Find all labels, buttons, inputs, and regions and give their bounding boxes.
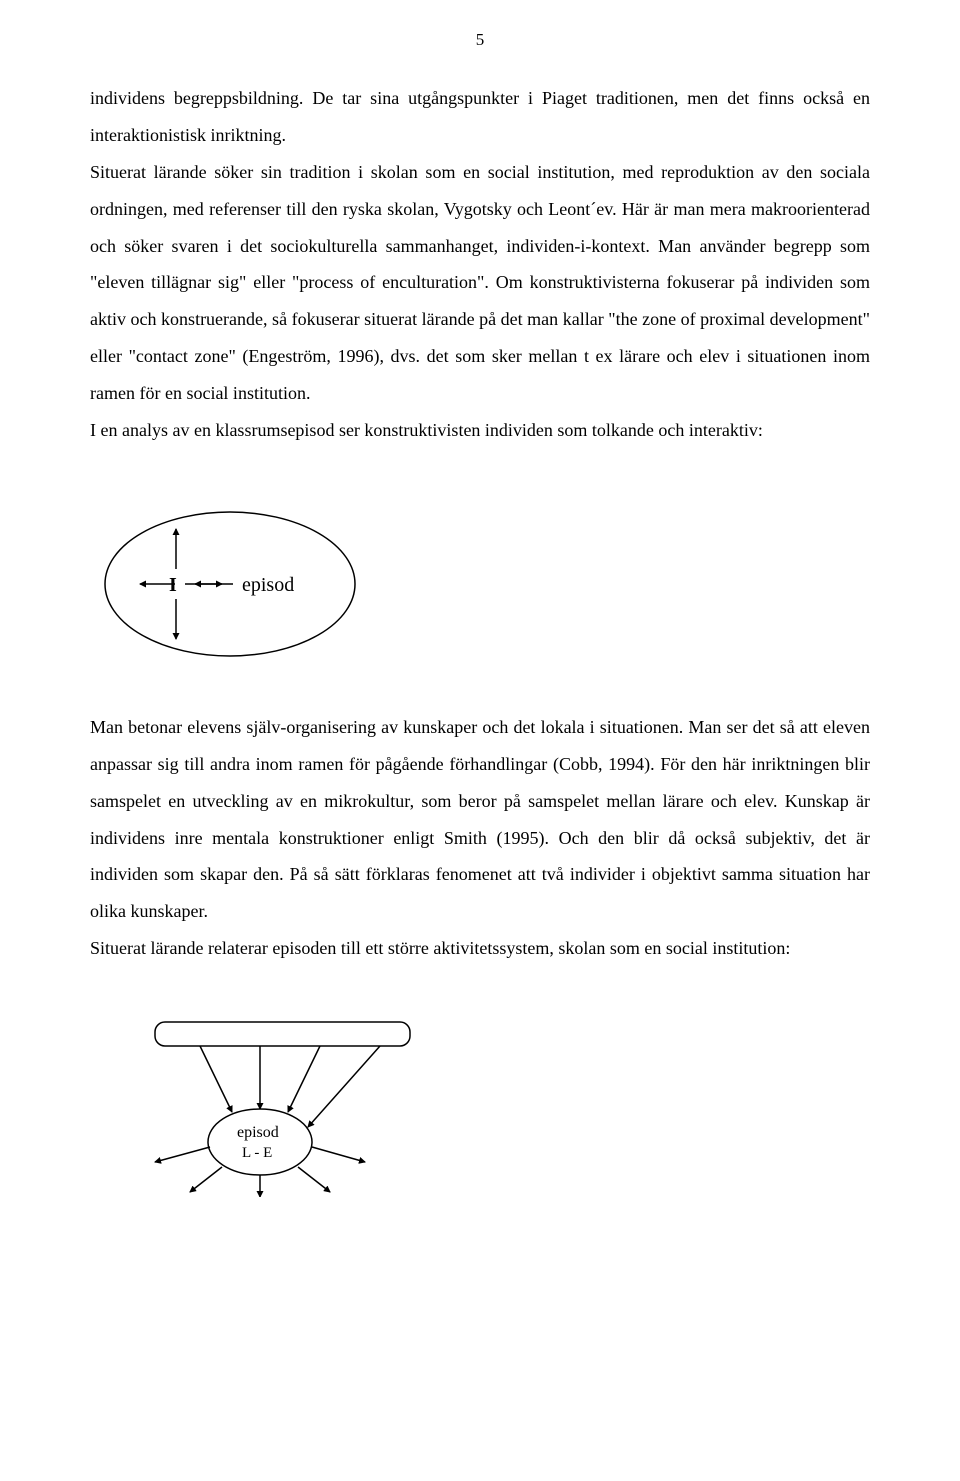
diagram-system-episode: episod L - E bbox=[90, 1012, 870, 1197]
svg-text:episod: episod bbox=[237, 1124, 279, 1141]
paragraph-2: Situerat lärande söker sin tradition i s… bbox=[90, 154, 870, 412]
svg-text:episod: episod bbox=[242, 574, 294, 596]
diagram1-svg: Iepisod bbox=[90, 494, 370, 664]
svg-text:I: I bbox=[169, 574, 177, 596]
paragraph-1: individens begreppsbildning. De tar sina… bbox=[90, 80, 870, 154]
svg-text:L - E: L - E bbox=[242, 1145, 272, 1161]
paragraph-4: Man betonar elevens själv-organisering a… bbox=[90, 709, 870, 930]
diagram-episode-ellipse: Iepisod bbox=[90, 494, 870, 664]
paragraph-3: I en analys av en klassrumsepisod ser ko… bbox=[90, 412, 870, 449]
diagram2-svg: episod L - E bbox=[90, 1012, 430, 1197]
page: 5 individens begreppsbildning. De tar si… bbox=[0, 0, 960, 1481]
page-number: 5 bbox=[90, 30, 870, 50]
paragraph-5: Situerat lärande relaterar episoden till… bbox=[90, 930, 870, 967]
